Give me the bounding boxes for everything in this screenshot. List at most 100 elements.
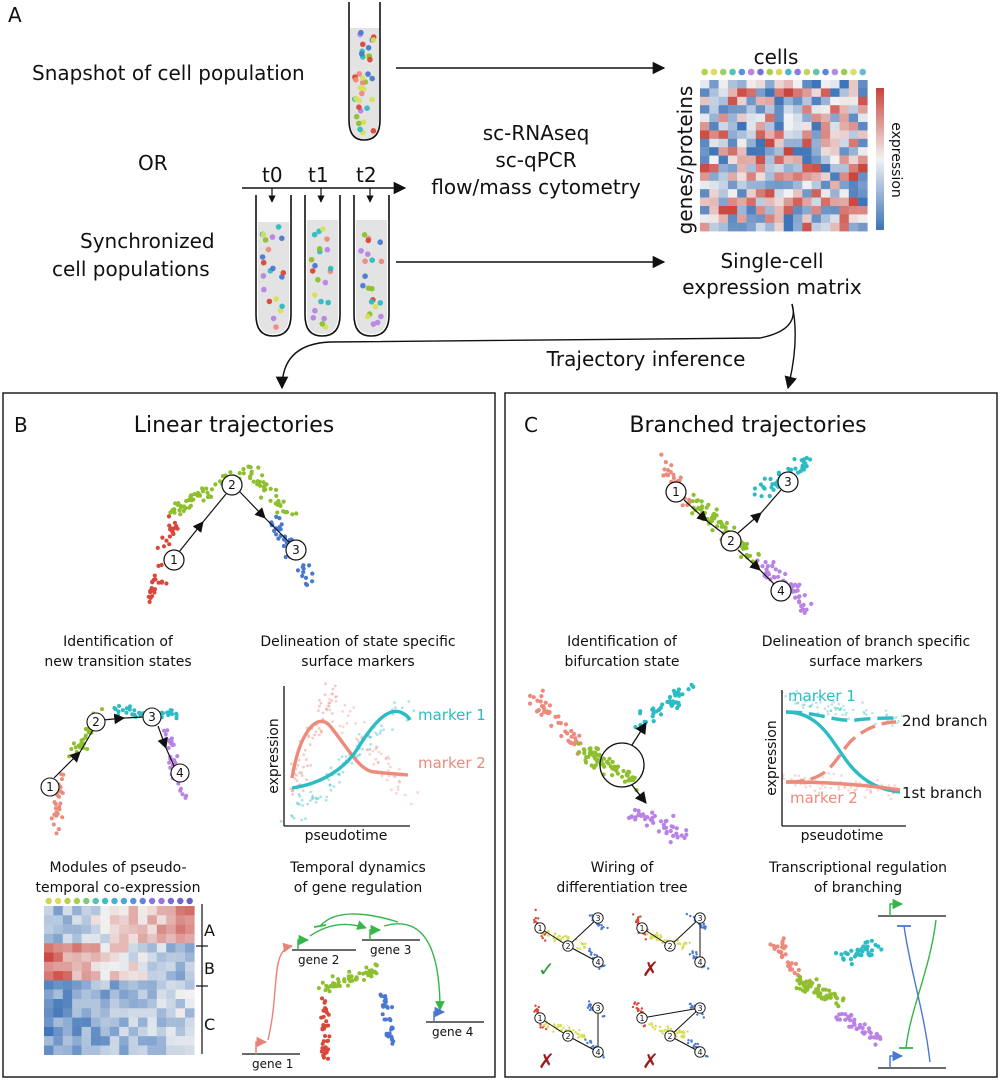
cell-dot bbox=[843, 785, 846, 788]
cell-dot bbox=[331, 712, 334, 715]
cell-dot bbox=[297, 793, 301, 796]
matrix-cell bbox=[774, 206, 784, 215]
cell-dot bbox=[631, 1005, 635, 1009]
cell-dot bbox=[606, 926, 609, 930]
cell-dot bbox=[391, 728, 394, 731]
matrix-cell bbox=[727, 105, 738, 114]
matrix-cell bbox=[848, 155, 859, 165]
cell-dot bbox=[566, 937, 569, 940]
cell-color-marker bbox=[710, 68, 718, 76]
cell-dot bbox=[676, 691, 681, 696]
module-cell bbox=[53, 1045, 63, 1055]
cell-dot bbox=[309, 799, 312, 802]
cell-dot bbox=[279, 235, 285, 242]
b-temporal-2: of gene regulation bbox=[294, 880, 423, 896]
module-cell bbox=[44, 1036, 54, 1046]
cell-dot bbox=[695, 953, 698, 956]
cell-dot bbox=[711, 511, 717, 516]
pseudotime-color-marker bbox=[167, 897, 175, 905]
cell-dot bbox=[678, 1029, 681, 1032]
cell-dot bbox=[363, 970, 368, 975]
matrix-cell bbox=[774, 172, 784, 181]
module-cell bbox=[62, 999, 73, 1009]
cell-dot bbox=[389, 1025, 394, 1030]
cell-dot bbox=[801, 602, 806, 608]
wiring-state bbox=[694, 956, 706, 968]
wiring-state bbox=[592, 1002, 604, 1014]
cell-dot bbox=[876, 788, 880, 792]
cell-dot bbox=[688, 953, 692, 956]
module-cell bbox=[156, 1036, 167, 1046]
cell-dot bbox=[375, 745, 379, 749]
c-wiring-2: differentiation tree bbox=[556, 880, 687, 896]
cell-dot bbox=[178, 786, 183, 791]
cell-dot bbox=[824, 993, 829, 998]
cell-dot bbox=[680, 692, 685, 697]
cell-dot bbox=[783, 952, 788, 957]
cell-dot bbox=[639, 813, 644, 819]
matrix-cell bbox=[839, 96, 849, 106]
expression-matrix bbox=[700, 80, 868, 232]
cell-dot bbox=[823, 707, 827, 710]
cell-dot bbox=[314, 730, 318, 733]
matrix-cell bbox=[718, 222, 729, 232]
module-cell bbox=[109, 989, 120, 1000]
cell-dot bbox=[344, 755, 348, 758]
module-cell bbox=[91, 1026, 101, 1037]
module-cell bbox=[166, 961, 176, 972]
cell-dot bbox=[354, 722, 358, 725]
cell-dot bbox=[588, 1004, 592, 1008]
cell-dot bbox=[756, 551, 761, 557]
matrix-cell bbox=[755, 80, 766, 89]
cell-dot bbox=[651, 1026, 655, 1029]
module-cell bbox=[81, 999, 92, 1009]
matrix-cell bbox=[709, 172, 719, 181]
cell-dot bbox=[259, 495, 264, 500]
matrix-cell bbox=[858, 122, 868, 131]
cell-dot bbox=[646, 933, 649, 936]
matrix-cell bbox=[811, 206, 822, 215]
cell-dot bbox=[768, 476, 773, 482]
module-cell bbox=[175, 1008, 186, 1018]
module-cell bbox=[109, 924, 120, 935]
panel-b-frame bbox=[2, 392, 496, 1078]
cell-dot bbox=[292, 816, 296, 820]
cell-dot bbox=[303, 575, 309, 581]
cell-dot bbox=[770, 564, 775, 569]
cell-dot bbox=[775, 944, 780, 949]
cell-dot bbox=[826, 710, 829, 713]
cell-dot bbox=[702, 1016, 705, 1019]
matrix-cell bbox=[793, 113, 803, 123]
cell-dot bbox=[309, 268, 316, 274]
cell-dot bbox=[305, 758, 308, 761]
cell-dot bbox=[849, 786, 852, 789]
cell-dot bbox=[328, 783, 332, 787]
cell-dot bbox=[759, 494, 764, 499]
matrix-cell bbox=[858, 172, 868, 181]
cell-dot bbox=[808, 457, 813, 462]
matrix-cell bbox=[755, 180, 766, 190]
cell-dot bbox=[379, 729, 383, 733]
module-cell bbox=[91, 943, 101, 953]
matrix-cell bbox=[727, 80, 738, 89]
matrix-cell bbox=[811, 105, 822, 114]
cell-dot bbox=[319, 321, 326, 327]
module-cell bbox=[185, 1045, 195, 1055]
cell-dot bbox=[679, 833, 684, 838]
cell-dot bbox=[396, 788, 400, 791]
matrix-cell bbox=[839, 147, 849, 156]
matrix-cell bbox=[783, 172, 794, 181]
module-cell bbox=[62, 906, 73, 916]
cell-color-marker bbox=[719, 68, 727, 76]
cell-dot bbox=[204, 486, 209, 491]
cell-dot bbox=[674, 826, 679, 831]
cell-dot bbox=[323, 988, 328, 993]
cell-dot bbox=[802, 593, 807, 598]
matrix-cell bbox=[709, 197, 719, 207]
cell-dot bbox=[241, 467, 246, 472]
cell-dot bbox=[827, 705, 830, 708]
cell-dot bbox=[310, 571, 315, 576]
matrix-cell bbox=[858, 180, 868, 190]
branched-state-3: 3 bbox=[777, 471, 799, 493]
cell-dot bbox=[291, 789, 295, 793]
